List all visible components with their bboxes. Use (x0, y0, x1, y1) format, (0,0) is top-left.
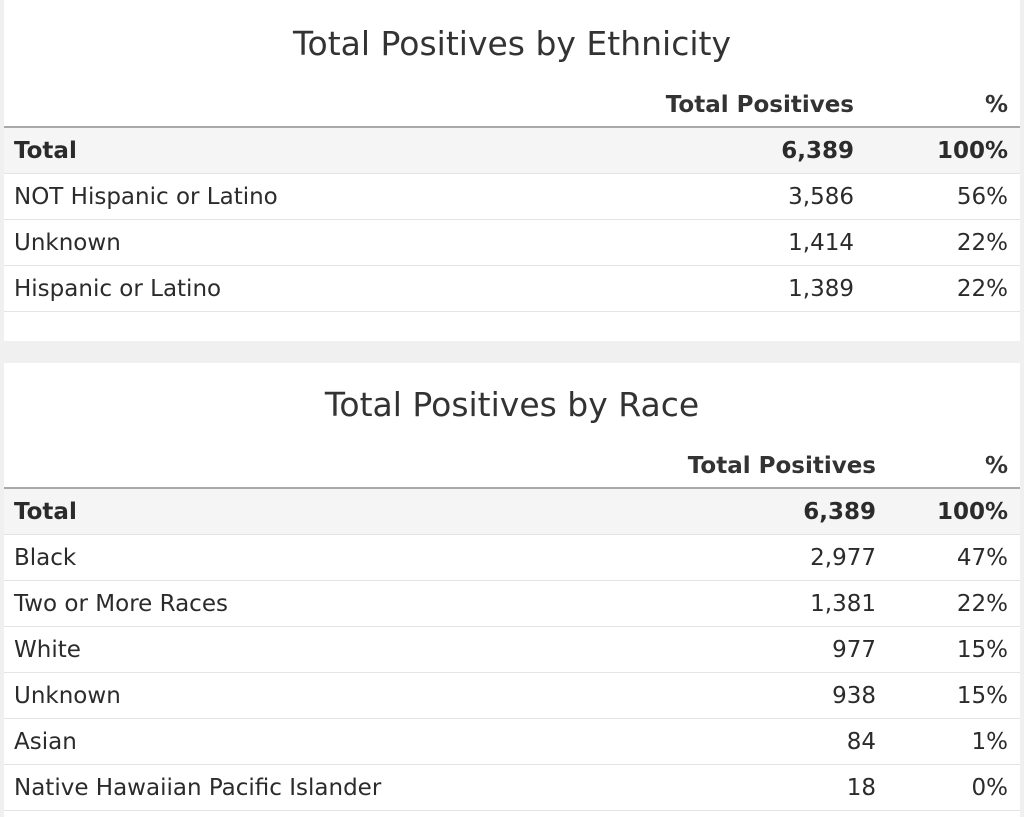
percent-column-header: % (866, 84, 1020, 128)
table-row: Native Hawaiian Pacific Islander 18 0% (4, 764, 1020, 811)
row-value: 84 (654, 718, 888, 765)
table-row: NOT Hispanic or Latino 3,586 56% (4, 173, 1020, 220)
label-column-header (4, 445, 654, 489)
race-table-title: Total Positives by Race (324, 385, 700, 424)
row-label: Total (4, 488, 654, 535)
row-percent: 47% (888, 534, 1020, 581)
row-percent: 15% (888, 672, 1020, 719)
row-percent: 22% (888, 580, 1020, 627)
table-row: Unknown 938 15% (4, 672, 1020, 719)
row-label: Unknown (4, 672, 654, 719)
total-row: Total 6,389 100% (4, 488, 1020, 535)
row-label: Black (4, 534, 654, 581)
row-value: 938 (654, 672, 888, 719)
row-value: 2,977 (654, 534, 888, 581)
row-value: 977 (654, 626, 888, 673)
percent-column-header: % (888, 445, 1020, 489)
row-value: 1,381 (654, 580, 888, 627)
row-percent: 100% (866, 127, 1020, 174)
row-percent: 1% (888, 718, 1020, 765)
row-value: 6,389 (654, 488, 888, 535)
row-label: Asian (4, 718, 654, 765)
table-header-row: Total Positives % (4, 84, 1020, 128)
row-value: 3,586 (632, 173, 866, 220)
table-header-row: Total Positives % (4, 445, 1020, 489)
row-value: 18 (654, 764, 888, 811)
row-percent: 56% (866, 173, 1020, 220)
total-row: Total 6,389 100% (4, 127, 1020, 174)
ethnicity-table-title: Total Positives by Ethnicity (293, 24, 731, 63)
row-label: Hispanic or Latino (4, 265, 632, 312)
ethnicity-panel: Total Positives by Ethnicity Total Posit… (4, 0, 1020, 341)
row-value: 1,414 (632, 219, 866, 266)
total-positives-column-header: Total Positives (654, 445, 888, 489)
row-percent: 22% (866, 219, 1020, 266)
row-label: Native Hawaiian Pacific Islander (4, 764, 654, 811)
row-percent: 22% (866, 265, 1020, 312)
table-row: White 977 15% (4, 626, 1020, 673)
row-label: Unknown (4, 219, 632, 266)
row-percent: 0% (888, 764, 1020, 811)
row-label: White (4, 626, 654, 673)
race-panel: Total Positives by Race Total Positives … (4, 363, 1020, 817)
table-row: Hispanic or Latino 1,389 22% (4, 265, 1020, 312)
row-percent: 100% (888, 488, 1020, 535)
row-label: Two or More Races (4, 580, 654, 627)
total-positives-column-header: Total Positives (632, 84, 866, 128)
row-percent: 15% (888, 626, 1020, 673)
row-label: NOT Hispanic or Latino (4, 173, 632, 220)
row-value: 6,389 (632, 127, 866, 174)
row-label: Total (4, 127, 632, 174)
row-value: 1,389 (632, 265, 866, 312)
label-column-header (4, 84, 632, 128)
table-row: Black 2,977 47% (4, 534, 1020, 581)
ethnicity-table: Total Positives % Total 6,389 100% NOT H… (4, 84, 1020, 312)
table-row: Two or More Races 1,381 22% (4, 580, 1020, 627)
race-table: Total Positives % Total 6,389 100% Black… (4, 445, 1020, 811)
table-row: Unknown 1,414 22% (4, 219, 1020, 266)
table-row: Asian 84 1% (4, 718, 1020, 765)
